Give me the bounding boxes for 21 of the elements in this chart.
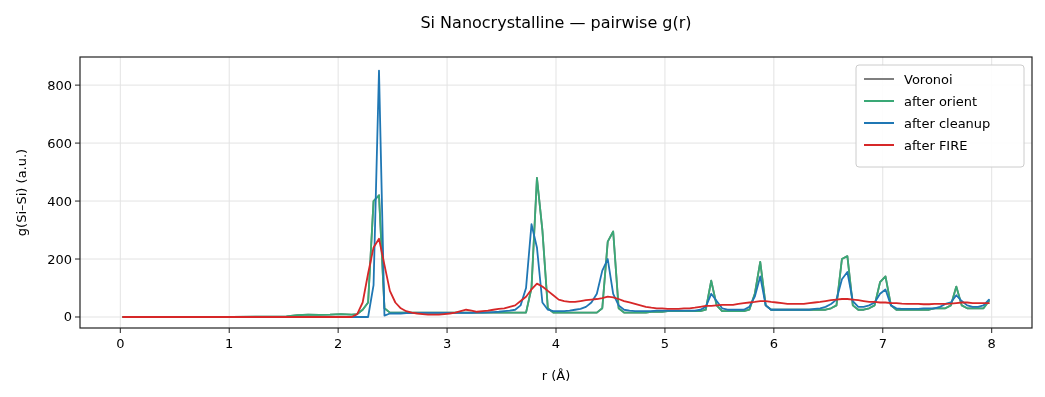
- x-tick-label: 5: [660, 336, 670, 351]
- x-tick-label: 4: [551, 336, 561, 351]
- legend-label: after orient: [904, 93, 978, 109]
- x-axis-title: r (Å): [541, 368, 571, 383]
- x-tick-label: 0: [116, 336, 125, 351]
- y-tick-label: 600: [47, 135, 72, 151]
- y-tick-label: 800: [47, 77, 72, 93]
- x-tick-label: 6: [769, 336, 778, 351]
- y-tick-label: 0: [63, 309, 72, 325]
- y-axis-title: g(Si–Si) (a.u.): [14, 148, 29, 237]
- chart-title: Si Nanocrystalline — pairwise g(r): [420, 13, 692, 32]
- legend-label: Voronoi: [904, 71, 953, 87]
- y-tick-label: 400: [47, 193, 72, 209]
- x-tick-label: 8: [987, 336, 996, 351]
- x-tick-label: 7: [878, 336, 887, 351]
- legend-label: after cleanup: [904, 115, 991, 131]
- x-tick-label: 2: [334, 336, 343, 351]
- legend-label: after FIRE: [904, 137, 968, 153]
- x-tick-label: 1: [225, 336, 234, 351]
- x-tick-label: 3: [442, 336, 452, 351]
- y-tick-label: 200: [47, 251, 72, 267]
